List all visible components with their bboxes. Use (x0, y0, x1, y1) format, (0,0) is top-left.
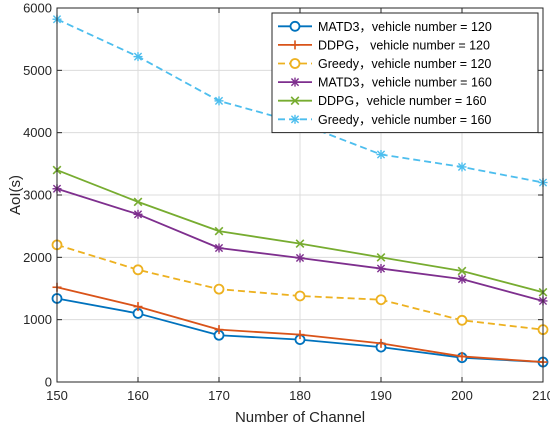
legend-box (271, 12, 539, 134)
data-point (213, 283, 225, 295)
y-tick-label: 2000 (23, 250, 52, 265)
legend-marker (290, 40, 300, 50)
data-point (376, 252, 386, 262)
data-point (133, 302, 143, 312)
data-point (295, 239, 305, 249)
data-point (376, 149, 386, 159)
legend-marker (290, 77, 300, 87)
legend-label: DDPG，vehicle number = 160 (318, 94, 487, 108)
data-point (133, 209, 143, 219)
x-tick-label: 200 (451, 388, 473, 403)
legend-label: Greedy，vehicle number = 120 (318, 57, 491, 71)
data-point (457, 162, 467, 172)
legend-entry-6: Greedy，vehicle number = 160 (278, 113, 491, 127)
y-tick-label: 1000 (23, 312, 52, 327)
x-tick-label: 190 (370, 388, 392, 403)
data-point (457, 351, 467, 361)
legend-entry-4: MATD3，vehicle number = 160 (278, 76, 492, 90)
data-point (457, 274, 467, 284)
data-point (457, 266, 467, 276)
legend-marker (290, 96, 300, 106)
y-tick-label: 6000 (23, 1, 52, 16)
data-point (214, 226, 224, 236)
data-point (133, 197, 143, 207)
legend-marker (290, 114, 300, 124)
x-tick-label: 160 (127, 388, 149, 403)
legend-label: MATD3，vehicle number = 120 (318, 20, 492, 34)
data-point (295, 330, 305, 340)
legend-label: DDPG， vehicle number = 120 (318, 38, 490, 52)
legend-label: Greedy，vehicle number = 160 (318, 113, 491, 127)
data-point (456, 314, 468, 326)
x-axis-label: Number of Channel (235, 409, 365, 426)
legend-marker (289, 20, 301, 32)
data-point (214, 96, 224, 106)
y-tick-label: 5000 (23, 63, 52, 78)
legend-entry-3: Greedy，vehicle number = 120 (278, 57, 491, 71)
y-axis-label: AoI(s) (7, 175, 24, 215)
legend-label: MATD3，vehicle number = 160 (318, 76, 492, 90)
y-tick-label: 0 (45, 375, 52, 390)
data-point (214, 243, 224, 253)
x-tick-label: 180 (289, 388, 311, 403)
data-point (294, 290, 306, 302)
legend: MATD3，vehicle number = 120 DDPG， vehicle … (271, 12, 539, 134)
legend-marker (289, 58, 301, 69)
series-1 (51, 293, 549, 368)
data-point (376, 338, 386, 348)
legend-entry-2: DDPG， vehicle number = 120 (278, 38, 490, 52)
y-tick-label: 4000 (23, 125, 52, 140)
x-tick-label: 150 (46, 388, 68, 403)
legend-entry-5: DDPG，vehicle number = 160 (278, 94, 487, 108)
data-point (132, 264, 144, 276)
data-point (376, 264, 386, 274)
x-tick-label: 170 (208, 388, 230, 403)
x-tick-label: 210 (532, 388, 550, 403)
y-tick-label: 3000 (23, 188, 52, 203)
series-4 (52, 184, 548, 306)
data-point (214, 325, 224, 335)
data-point (375, 294, 387, 306)
axis-ticks: 150 160 170 180 190 200 210 0 1000 2000 3000 4000 50… (23, 1, 550, 404)
legend-entry-1: MATD3，vehicle number = 120 (278, 20, 492, 34)
data-point (295, 253, 305, 263)
data-point (133, 52, 143, 62)
